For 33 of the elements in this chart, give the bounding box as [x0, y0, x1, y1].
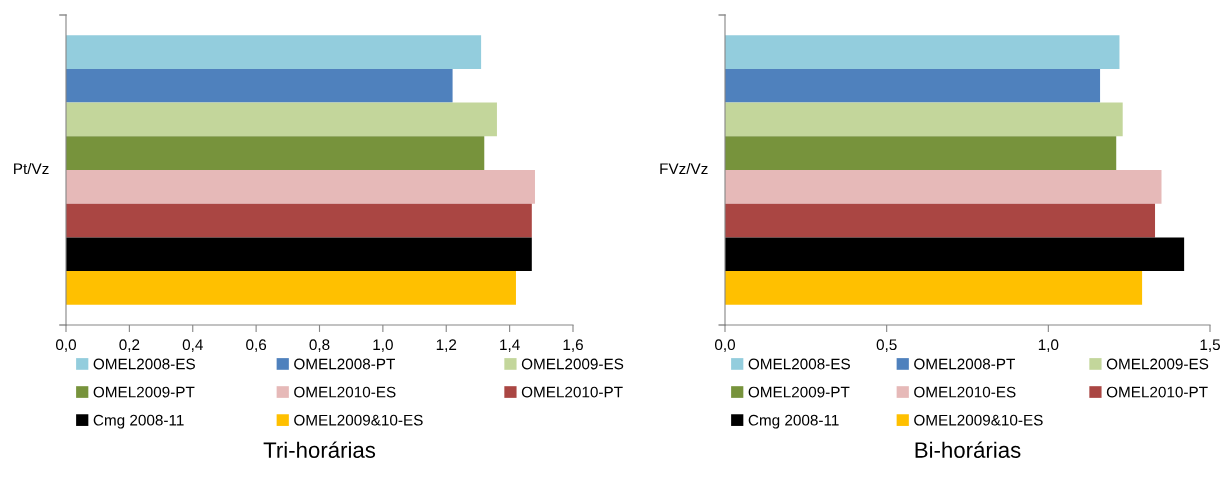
y-axis-title: Pt/Vz — [14, 162, 49, 175]
legend-label: OMEL2009-PT — [748, 386, 850, 398]
x-tick-label: 1,6 — [563, 339, 583, 352]
x-tick-label: 0,8 — [309, 339, 330, 352]
legend-label: Cmg 2008-11 — [93, 414, 184, 429]
x-tick-label: 1,4 — [500, 339, 520, 352]
legend-label: OMEL2010-PT — [521, 386, 623, 398]
legend-label: OMEL2010-PT — [1106, 386, 1208, 398]
legend-label: OMEL2009-ES — [1106, 358, 1209, 370]
legend-label: OMEL2010-ES — [294, 386, 396, 398]
legend-label: OMEL2008-ES — [93, 358, 195, 370]
x-tick-label: 0,0 — [55, 339, 77, 352]
x-tick-label: 0,2 — [119, 339, 140, 352]
x-tick-label: 0,0 — [714, 339, 736, 352]
x-tick-label: 1,0 — [1038, 339, 1059, 352]
legend-label: OMEL2009-PT — [93, 386, 195, 398]
legend-label: OMEL2009&10-ES — [294, 414, 423, 426]
x-tick-label: 0,6 — [246, 339, 267, 352]
x-tick-label: 1,5 — [1200, 339, 1220, 352]
x-tick-label: 0,4 — [182, 339, 203, 352]
y-axis-title: FVz/Vz — [660, 162, 708, 175]
legend-label: OMEL2010-ES — [914, 386, 1016, 398]
text: Tri-horárias — [263, 441, 376, 458]
legend-label: Cmg 2008-11 — [748, 414, 839, 429]
legend-label: OMEL2008-PT — [914, 358, 1015, 370]
legend-label: OMEL2008-PT — [294, 358, 395, 370]
x-tick-label: 1,2 — [436, 339, 457, 352]
x-tick-label: 0,5 — [876, 339, 897, 352]
x-tick-label: 1,0 — [373, 339, 393, 352]
legend-label: OMEL2009-ES — [521, 358, 624, 370]
legend-label: OMEL2009&10-ES — [914, 414, 1043, 426]
legend-label: OMEL2008-ES — [748, 358, 850, 370]
text: Bi-horárias — [915, 441, 1021, 458]
